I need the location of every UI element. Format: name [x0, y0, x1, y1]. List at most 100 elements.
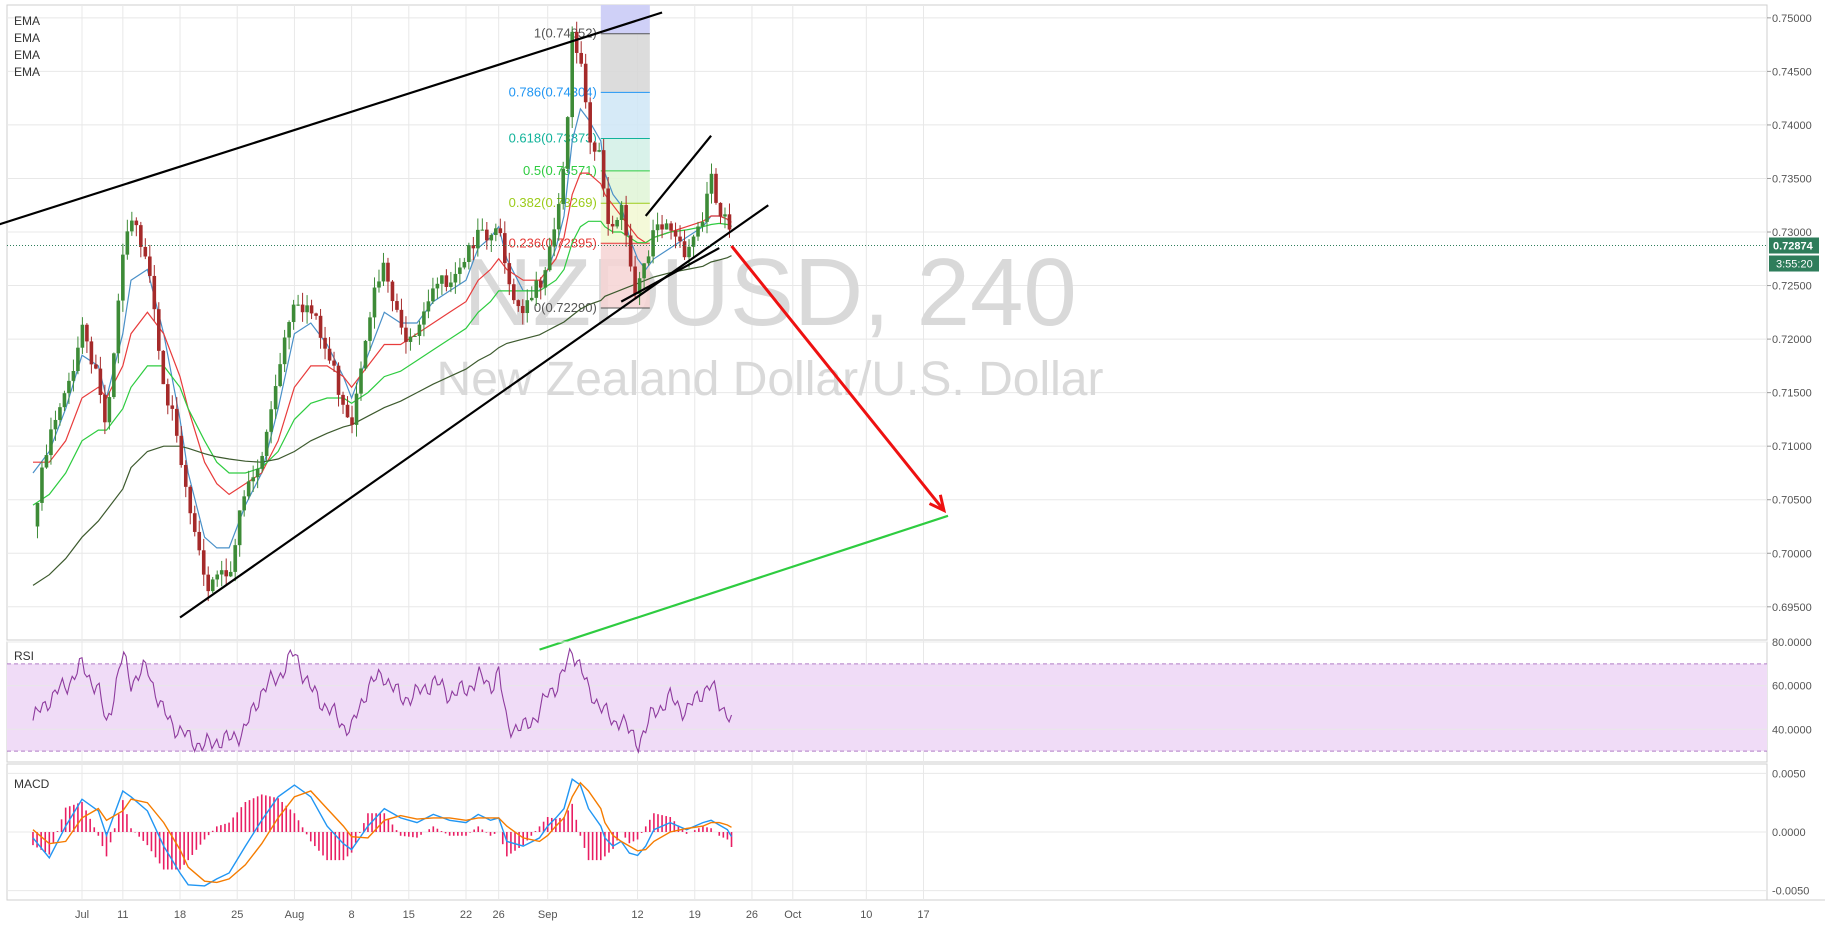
candle-down — [669, 223, 673, 231]
time-tick-label: 10 — [860, 909, 872, 921]
candle-up — [453, 273, 458, 283]
time-axis[interactable]: Jul 11 18 25 Aug 8 15 22 26 Sep 12 19 26 Oct 10 17 — [75, 909, 930, 921]
candle-up — [255, 468, 260, 478]
candle-down — [485, 229, 489, 241]
candle-down — [628, 235, 633, 267]
candle-up — [597, 150, 601, 152]
fib-zone-fill — [600, 92, 650, 139]
candle-up — [547, 246, 552, 271]
candle-up — [552, 229, 557, 247]
indicator-legend[interactable]: EMA EMA EMA EMA — [14, 14, 40, 79]
indicator-label-ema: EMA — [14, 48, 40, 62]
candle-up — [619, 205, 624, 220]
candle-up — [246, 481, 251, 497]
candle-down — [197, 531, 202, 551]
candle-down — [471, 245, 476, 249]
candle-up — [413, 336, 417, 338]
fib-level-label: 0.618(0.73873) — [509, 131, 597, 146]
candle-up — [709, 173, 714, 194]
candle-up — [687, 246, 691, 258]
ema-line-slow — [32, 220, 732, 506]
watermark-layer: NZDUSD, 240 New Zealand Dollar/U.S. Doll… — [437, 239, 1104, 406]
fibonacci-retracement[interactable]: 1(0.74852) 0.786(0.74304) 0.618(0.73873) 0.… — [509, 5, 650, 315]
candle-up — [372, 287, 377, 318]
candle-down — [345, 404, 350, 418]
macd-label: MACD — [14, 777, 50, 791]
time-tick-label: 25 — [231, 909, 243, 921]
candle-up — [71, 371, 76, 381]
candle-up — [251, 477, 255, 482]
fib-zone-fill — [600, 243, 650, 309]
candle-up — [543, 270, 548, 288]
candle-up — [377, 281, 381, 288]
rsi-label: RSI — [14, 649, 34, 663]
candle-up — [529, 297, 534, 301]
candle-down — [332, 360, 336, 366]
projection-arrow[interactable] — [730, 244, 947, 514]
fib-zone-fill — [600, 138, 650, 171]
candlesticks — [35, 21, 732, 602]
price-tick-label: 0.69500 — [1772, 602, 1812, 614]
price-tick-label: 0.70500 — [1772, 495, 1812, 507]
price-tick-label: 0.74000 — [1772, 120, 1812, 132]
candle-up — [462, 261, 467, 268]
candle-up — [534, 280, 539, 298]
candle-down — [682, 241, 687, 258]
candle-up — [642, 263, 646, 279]
time-tick-label: 22 — [460, 909, 472, 921]
trendline-support-green — [539, 514, 949, 651]
candle-up — [291, 304, 296, 323]
trendline-wedge-upper — [644, 134, 712, 217]
candle-down — [152, 275, 157, 310]
candle-down — [323, 337, 327, 349]
ema-line-medium — [33, 172, 732, 496]
candle-up — [565, 117, 570, 169]
candle-down — [714, 173, 718, 203]
price-tick-label: 0.74500 — [1772, 66, 1812, 78]
candle-up — [76, 347, 80, 372]
candle-up — [556, 204, 561, 230]
candle-down — [610, 223, 615, 227]
candle-up — [467, 245, 471, 262]
price-tick-label: 0.72500 — [1772, 281, 1812, 293]
macd-tick-label: 0.0050 — [1772, 768, 1806, 780]
candle-up — [646, 256, 651, 264]
time-tick-label: 12 — [631, 909, 643, 921]
candle-up — [368, 317, 372, 341]
candle-down — [579, 52, 583, 64]
time-tick-label: 17 — [917, 909, 929, 921]
candle-up — [476, 229, 480, 249]
candle-up — [525, 300, 530, 314]
candle-up — [570, 31, 574, 118]
candle-down — [85, 324, 89, 342]
candle-up — [296, 304, 300, 306]
countdown-badge — [1769, 255, 1819, 272]
candle-down — [606, 188, 610, 224]
candle-down — [718, 202, 723, 217]
trendlines[interactable] — [0, 11, 949, 651]
candle-down — [399, 309, 404, 328]
rsi-band-fill — [7, 663, 1767, 752]
price-tick-label: 0.73500 — [1772, 173, 1812, 185]
candle-down — [588, 102, 592, 143]
candle-up — [287, 322, 291, 338]
macd-tick-label: -0.0050 — [1772, 886, 1809, 898]
candle-up — [210, 579, 215, 592]
candle-down — [386, 262, 390, 282]
candle-up — [80, 324, 85, 348]
candle-up — [480, 229, 485, 231]
candle-down — [350, 417, 354, 425]
price-tick-label: 0.72000 — [1772, 334, 1812, 346]
candle-down — [224, 570, 229, 577]
price-axis[interactable]: 0.75000 0.74500 0.74000 0.73500 0.73000 0.725… — [7, 13, 1819, 614]
macd-pane: 0.0050 0.0000 -0.0050 MACD — [7, 768, 1809, 898]
macd-tick-label: 0.0000 — [1772, 827, 1806, 839]
candle-down — [660, 224, 664, 230]
candle-down — [143, 246, 148, 257]
candle-up — [35, 502, 40, 527]
candle-up — [49, 429, 53, 456]
candle-up — [359, 368, 363, 394]
